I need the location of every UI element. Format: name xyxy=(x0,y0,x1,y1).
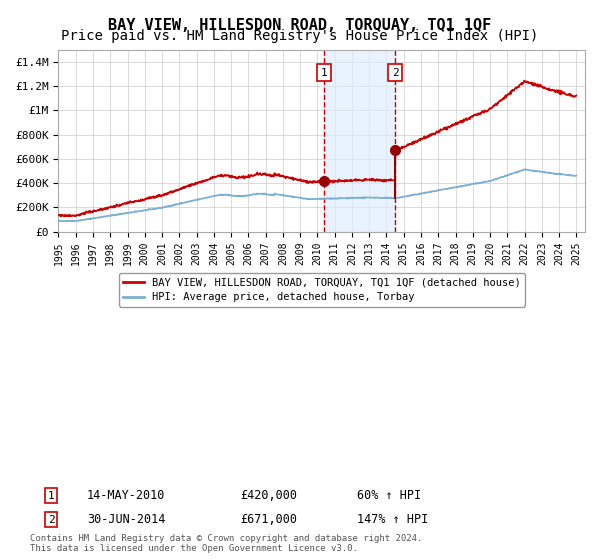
Text: 2: 2 xyxy=(392,68,398,78)
Text: 14-MAY-2010: 14-MAY-2010 xyxy=(87,489,166,502)
Text: 2: 2 xyxy=(47,515,55,525)
Text: 1: 1 xyxy=(47,491,55,501)
Text: Price paid vs. HM Land Registry's House Price Index (HPI): Price paid vs. HM Land Registry's House … xyxy=(61,29,539,43)
Text: Contains HM Land Registry data © Crown copyright and database right 2024.
This d: Contains HM Land Registry data © Crown c… xyxy=(30,534,422,553)
Text: 147% ↑ HPI: 147% ↑ HPI xyxy=(357,513,428,526)
Text: £671,000: £671,000 xyxy=(240,513,297,526)
Text: 30-JUN-2014: 30-JUN-2014 xyxy=(87,513,166,526)
Bar xyxy=(324,50,395,232)
Text: £420,000: £420,000 xyxy=(240,489,297,502)
Legend: BAY VIEW, HILLESDON ROAD, TORQUAY, TQ1 1QF (detached house), HPI: Average price,: BAY VIEW, HILLESDON ROAD, TORQUAY, TQ1 1… xyxy=(119,273,525,306)
Text: BAY VIEW, HILLESDON ROAD, TORQUAY, TQ1 1QF: BAY VIEW, HILLESDON ROAD, TORQUAY, TQ1 1… xyxy=(109,18,491,33)
Text: 60% ↑ HPI: 60% ↑ HPI xyxy=(357,489,421,502)
Text: 1: 1 xyxy=(320,68,327,78)
